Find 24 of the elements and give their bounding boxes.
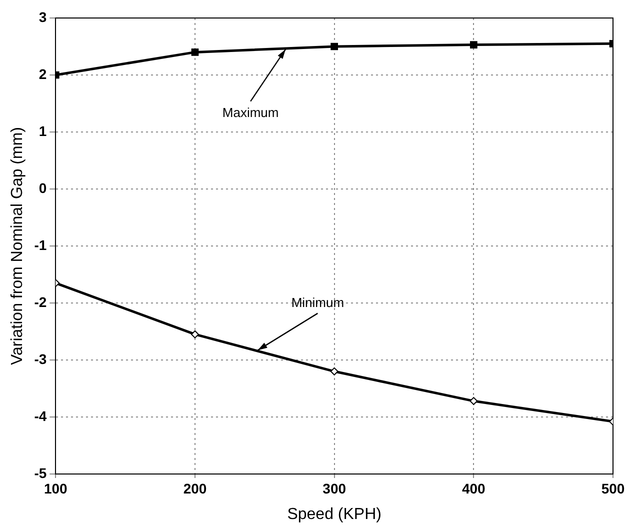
x-tick-label: 400 xyxy=(462,480,486,496)
point xyxy=(190,330,199,338)
y-tick-label: -1 xyxy=(34,236,47,253)
point xyxy=(470,41,478,48)
annotation: Maximum xyxy=(222,104,279,120)
y-tick-label: 0 xyxy=(38,180,47,196)
x-tick-label: 200 xyxy=(183,480,207,496)
y-tick-label: -2 xyxy=(34,294,47,310)
y-tick-label: 1 xyxy=(38,122,47,139)
x-tick-label: 100 xyxy=(44,480,68,496)
y-tick-label: -3 xyxy=(34,350,47,367)
point xyxy=(330,367,338,376)
point xyxy=(191,48,199,56)
x-tick-label: 300 xyxy=(322,480,346,496)
x-axis-title: Speed (KPH) xyxy=(287,506,382,523)
annotation: Minimum xyxy=(291,294,344,310)
y-tick-label: -5 xyxy=(34,464,47,481)
y-tick-label: 3 xyxy=(38,8,47,25)
point xyxy=(330,42,338,50)
y-tick-label: -4 xyxy=(34,408,47,424)
x-tick-label: 500 xyxy=(601,480,625,496)
point xyxy=(470,397,478,406)
y-axis-title: Variation from Nominal Gap (mm) xyxy=(9,127,26,365)
y-tick-label: 2 xyxy=(38,66,47,82)
